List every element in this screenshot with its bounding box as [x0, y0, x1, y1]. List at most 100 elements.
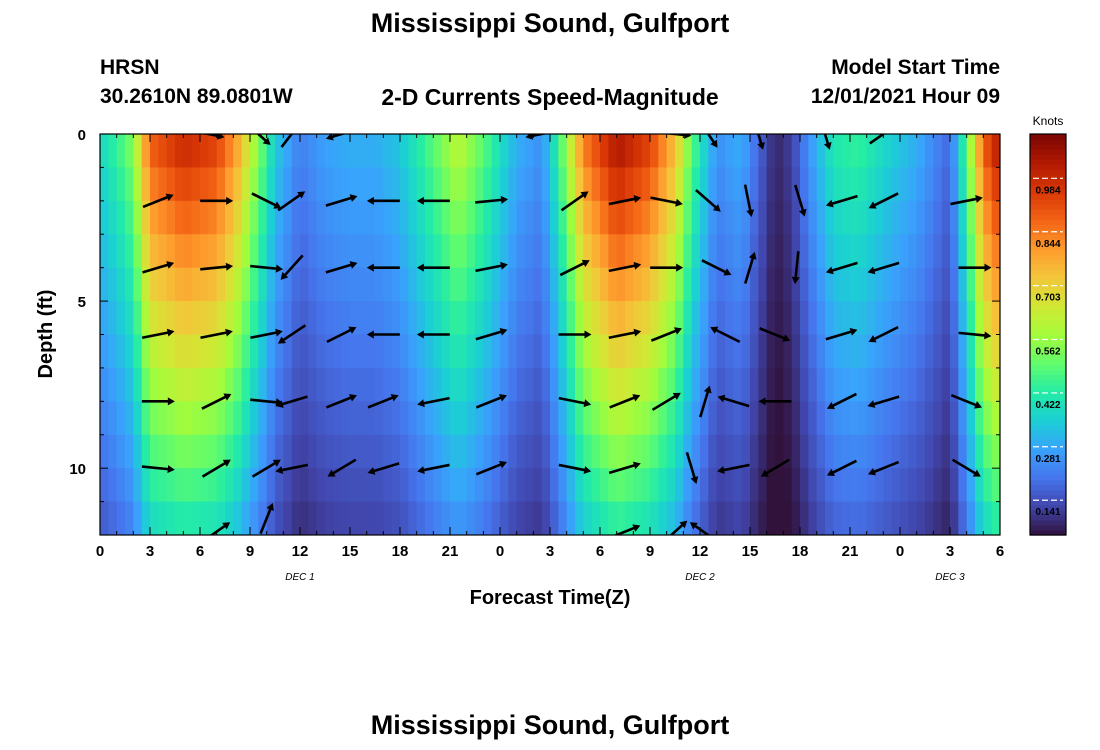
heatmap-cell [725, 267, 734, 302]
heatmap-cell [125, 468, 134, 503]
heatmap-cell [508, 401, 518, 436]
heatmap-cell [750, 401, 759, 436]
heatmap-cell [658, 468, 668, 503]
heatmap-cell [441, 434, 451, 469]
heatmap-cell [925, 134, 934, 169]
heatmap-cell [775, 501, 784, 535]
heatmap-cell [766, 367, 776, 402]
heatmap-cell [558, 200, 568, 235]
heatmap-cell [491, 334, 501, 369]
heatmap-cell [566, 134, 576, 169]
heatmap-cell [250, 267, 259, 302]
colorbar-segment [1030, 314, 1066, 321]
heatmap-cell [183, 334, 193, 369]
current-arrow [701, 259, 732, 276]
heatmap-cell [408, 167, 418, 202]
current-arrow [250, 264, 284, 273]
heatmap-cell [333, 267, 343, 302]
heatmap-cell [916, 301, 926, 336]
heatmap-cell [283, 301, 293, 336]
heatmap-cell [700, 301, 709, 336]
heatmap-cell [425, 301, 434, 336]
heatmap-cell [100, 468, 109, 503]
heatmap-cell [450, 401, 459, 436]
heatmap-cell [625, 267, 634, 302]
heatmap-cell [158, 167, 168, 202]
heatmap-cell [591, 367, 601, 402]
heatmap-cell [466, 434, 476, 469]
heatmap-cell [450, 167, 459, 202]
heatmap-cell [366, 134, 376, 169]
heatmap-cell [216, 468, 226, 503]
heatmap-cell [450, 234, 459, 269]
heatmap-cell [983, 334, 993, 369]
heatmap-cell [616, 200, 626, 235]
heatmap-cell [916, 468, 926, 503]
heatmap-cell [308, 334, 318, 369]
heatmap-cell [600, 234, 609, 269]
heatmap-cell [491, 200, 501, 235]
heatmap-cell [875, 267, 884, 302]
heatmap-cell [825, 401, 834, 436]
heatmap-cell [941, 401, 951, 436]
heatmap-cell [133, 267, 143, 302]
heatmap-cell [650, 434, 659, 469]
heatmap-cell [108, 234, 118, 269]
heatmap-cell [308, 401, 318, 436]
heatmap-cell [541, 468, 551, 503]
heatmap-cell [200, 267, 209, 302]
heatmap-cell [983, 234, 993, 269]
heatmap-cell [716, 501, 726, 535]
heatmap-cell [266, 301, 276, 336]
heatmap-cell [183, 234, 193, 269]
heatmap-cell [600, 468, 609, 503]
heatmap-cell [800, 200, 809, 235]
colorbar-segment [1030, 459, 1066, 466]
heatmap-cell [283, 468, 293, 503]
heatmap-cell [483, 267, 493, 302]
heatmap-cell [825, 334, 834, 369]
heatmap-cell [791, 367, 801, 402]
heatmap-cell [975, 401, 984, 436]
heatmap-cell [933, 267, 943, 302]
heatmap-cell [941, 134, 951, 169]
heatmap-cell [258, 401, 268, 436]
colorbar-segment [1030, 224, 1066, 230]
heatmap-cell [150, 200, 159, 235]
heatmap-cell [275, 134, 284, 169]
heatmap-cell [591, 234, 601, 269]
heatmap-cell [941, 501, 951, 535]
heatmap-cell [733, 200, 743, 235]
heatmap-cell [308, 234, 318, 269]
heatmap-cell [708, 334, 718, 369]
current-arrow [756, 134, 765, 150]
heatmap-cell [483, 301, 493, 336]
heatmap-cell [516, 167, 526, 202]
heatmap-cell [925, 234, 934, 269]
heatmap-cell [600, 301, 609, 336]
heatmap-cell [275, 434, 284, 469]
heatmap-cell [891, 334, 901, 369]
heatmap-cell [541, 501, 551, 535]
heatmap-cell [916, 200, 926, 235]
colorbar-segment [1030, 429, 1066, 436]
colorbar-segment [1030, 464, 1066, 471]
heatmap-cell [808, 234, 818, 269]
current-arrow [201, 459, 231, 478]
heatmap-cell [358, 501, 368, 535]
heatmap-cell [183, 501, 193, 535]
heatmap-cell [616, 267, 626, 302]
x-tick-label: 21 [442, 543, 459, 560]
heatmap-cell [216, 301, 226, 336]
y-tick-label: 10 [69, 461, 86, 478]
current-arrow [669, 520, 688, 535]
date-label: DEC 3 [935, 572, 965, 583]
heatmap-cell [750, 501, 759, 535]
heatmap-cell [891, 267, 901, 302]
heatmap-cell [416, 301, 426, 336]
heatmap-cell [208, 134, 218, 169]
heatmap-cell [125, 434, 134, 469]
current-arrow [366, 196, 400, 205]
heatmap-cell [450, 434, 459, 469]
heatmap-cell [116, 301, 126, 336]
